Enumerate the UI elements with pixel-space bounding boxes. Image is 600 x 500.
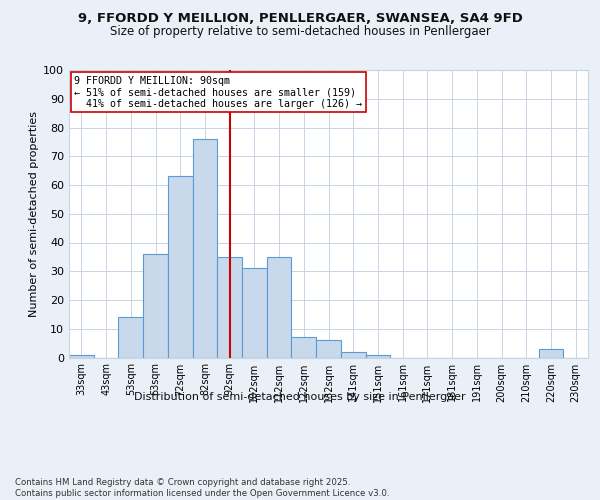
Bar <box>365 354 390 358</box>
Bar <box>217 257 242 358</box>
Text: Contains HM Land Registry data © Crown copyright and database right 2025.
Contai: Contains HM Land Registry data © Crown c… <box>15 478 389 498</box>
Text: 9 FFORDD Y MEILLION: 90sqm
← 51% of semi-detached houses are smaller (159)
  41%: 9 FFORDD Y MEILLION: 90sqm ← 51% of semi… <box>74 76 362 109</box>
Bar <box>118 318 143 358</box>
Bar <box>341 352 365 358</box>
Bar <box>242 268 267 358</box>
Bar <box>316 340 341 357</box>
Y-axis label: Number of semi-detached properties: Number of semi-detached properties <box>29 111 39 317</box>
Bar <box>267 257 292 358</box>
Text: Distribution of semi-detached houses by size in Penllergaer: Distribution of semi-detached houses by … <box>134 392 466 402</box>
Bar <box>292 338 316 357</box>
Bar <box>168 176 193 358</box>
Bar <box>143 254 168 358</box>
Bar <box>539 349 563 358</box>
Text: 9, FFORDD Y MEILLION, PENLLERGAER, SWANSEA, SA4 9FD: 9, FFORDD Y MEILLION, PENLLERGAER, SWANS… <box>77 12 523 26</box>
Bar <box>193 139 217 358</box>
Bar <box>69 354 94 358</box>
Text: Size of property relative to semi-detached houses in Penllergaer: Size of property relative to semi-detach… <box>110 25 490 38</box>
